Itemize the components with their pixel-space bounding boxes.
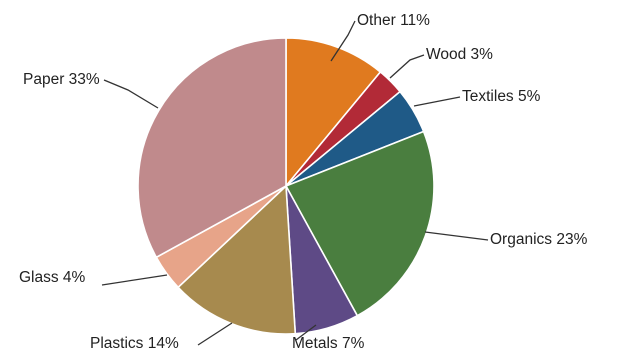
pie-slices (137, 37, 435, 335)
leader-line-paper (103, 79, 159, 109)
pie-leader-lines (101, 20, 489, 346)
leader-line-other (330, 20, 356, 62)
leader-line-metals (295, 324, 317, 341)
leader-line-wood (389, 54, 425, 79)
slice-other (285, 37, 382, 189)
label-paper: Paper 33% (23, 71, 100, 88)
leader-line-plastics (197, 322, 233, 346)
label-textiles: Textiles 5% (462, 88, 541, 105)
label-plastics: Plastics 14% (90, 335, 179, 352)
pie-labels: Other 11% Wood 3% Textiles 5% Organics 23% M… (19, 12, 588, 352)
leader-line-organics (424, 231, 489, 241)
label-metals: Metals 7% (292, 335, 365, 352)
label-organics: Organics 23% (490, 231, 588, 248)
label-other: Other 11% (357, 12, 430, 29)
slice-organics (284, 130, 435, 317)
slice-paper (137, 37, 287, 259)
leader-line-textiles (413, 96, 461, 107)
leader-line-glass (101, 274, 168, 286)
label-wood: Wood 3% (426, 46, 493, 63)
label-glass: Glass 4% (19, 269, 86, 286)
